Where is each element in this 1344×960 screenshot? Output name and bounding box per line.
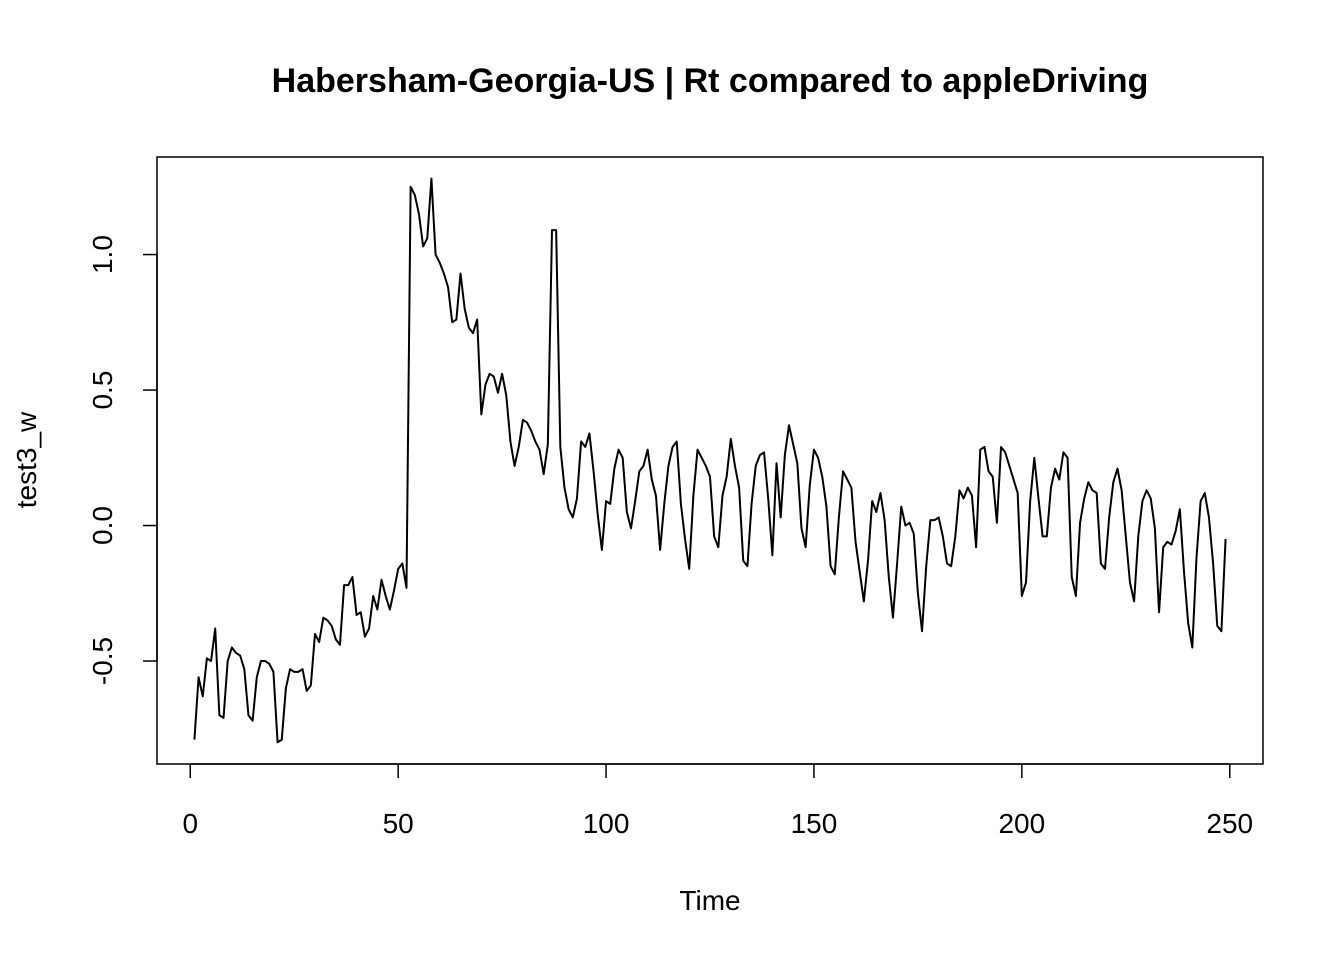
y-tick-label: -0.5 xyxy=(87,637,118,685)
x-tick-label: 150 xyxy=(791,808,838,839)
x-tick-label: 200 xyxy=(998,808,1045,839)
x-tick-label: 50 xyxy=(383,808,414,839)
y-axis: -0.5 0.0 0.5 1.0 xyxy=(87,235,158,685)
series-line-1 xyxy=(193,177,1227,744)
x-tick-label: 0 xyxy=(182,808,198,839)
y-axis-label: test3_w xyxy=(11,411,42,508)
data-line-group xyxy=(193,177,1227,744)
x-axis-label: Time xyxy=(679,885,740,916)
y-tick-label: 0.0 xyxy=(87,506,118,545)
y-tick-label: 1.0 xyxy=(87,235,118,274)
y-tick-label: 0.5 xyxy=(87,371,118,410)
x-tick-label: 250 xyxy=(1206,808,1253,839)
x-tick-label: 100 xyxy=(583,808,630,839)
x-axis: 0 50 100 150 200 250 xyxy=(182,763,1253,839)
chart-title: Habersham-Georgia-US | Rt compared to ap… xyxy=(272,62,1149,100)
